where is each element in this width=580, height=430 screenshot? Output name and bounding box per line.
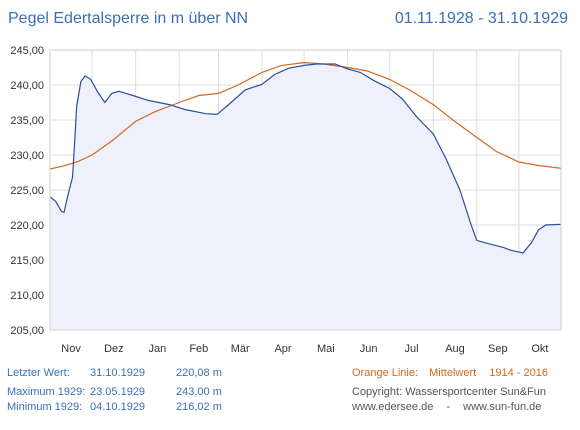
mean-legend-years: 1914 - 2016 (489, 367, 548, 379)
chart-title: Pegel Edertalsperre in m über NN (8, 10, 249, 27)
max-label: Maximum 1929: (7, 386, 86, 398)
x-tick-label: Jun (360, 343, 378, 355)
last-value-date: 31.10.1929 (90, 367, 146, 379)
mean-legend: Orange Linie: Mittelwert 1914 - 2016 (352, 367, 548, 379)
min-date: 04.10.1929 (90, 401, 146, 413)
x-tick-label: Dez (104, 343, 124, 355)
mean-legend-label: Orange Linie: (352, 367, 419, 379)
plot-frame (49, 49, 562, 331)
x-tick-label: Mai (317, 343, 335, 355)
x-tick-label: Jan (149, 343, 167, 355)
x-tick-label: Feb (189, 343, 208, 355)
max-date: 23.05.1929 (90, 386, 146, 398)
y-tick-label: 210,00 (10, 290, 44, 302)
y-axis-labels: 205,00 210,00 215,00 220,00 225,00 230,00 235,… (10, 45, 44, 337)
x-tick-label: Apr (274, 343, 291, 355)
y-tick-label: 230,00 (10, 150, 44, 162)
series-area-fill (50, 64, 561, 330)
x-tick-label: Aug (445, 343, 465, 355)
y-tick-label: 205,00 (10, 325, 44, 337)
min-label: Minimum 1929: (7, 401, 83, 413)
y-tick-label: 240,00 (10, 80, 44, 92)
last-value-label: Letzter Wert: (7, 367, 70, 379)
link-sun-fun[interactable]: www.sun-fun.de (463, 401, 542, 413)
x-tick-label: Okt (531, 343, 548, 355)
y-tick-label: 225,00 (10, 185, 44, 197)
link-edersee[interactable]: www.edersee.de (352, 401, 434, 413)
date-range: 01.11.1928 - 31.10.1929 (394, 10, 568, 27)
last-value: 220,08 m (176, 367, 222, 379)
x-tick-label: Jul (404, 343, 418, 355)
y-tick-label: 235,00 (10, 115, 44, 127)
max-value: 243,00 m (176, 386, 222, 398)
x-tick-label: Sep (488, 343, 508, 355)
x-tick-label: Nov (61, 343, 81, 355)
x-axis-labels: Nov Dez Jan Feb Mär Apr Mai Jun Jul Aug Sep Okt (61, 343, 548, 355)
y-tick-label: 220,00 (10, 220, 44, 232)
link-separator: - (446, 401, 451, 413)
x-tick-label: Mär (231, 343, 250, 355)
mean-legend-text: Mittelwert (429, 367, 477, 379)
y-tick-label: 215,00 (10, 255, 44, 267)
copyright: Copyright: Wassersportcenter Sun&Fun (352, 386, 547, 398)
website-links: www.edersee.de - www.sun-fun.de (352, 401, 541, 413)
min-value: 216,02 m (176, 401, 222, 413)
series-line-actual (49, 63, 562, 254)
series-layer (49, 61, 562, 330)
series-line-mean (49, 61, 562, 170)
y-tick-label: 245,00 (10, 45, 44, 57)
